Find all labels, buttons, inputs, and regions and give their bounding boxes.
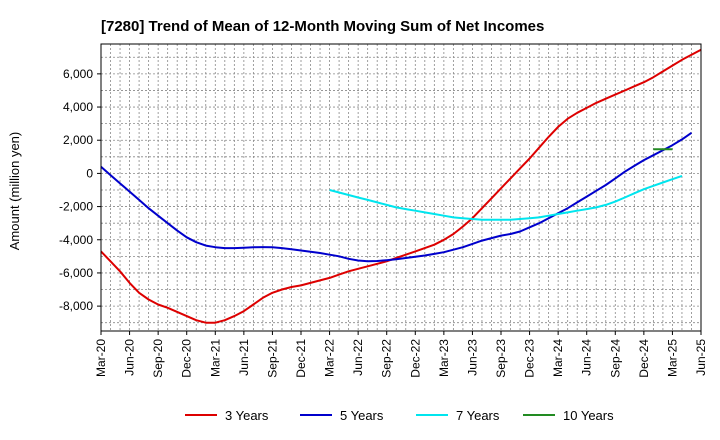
x-tick-label: Dec-23 [523,339,537,378]
x-tick-label: Sep-24 [608,339,622,378]
x-axis-ticks: Mar-20 Jun-20 Sep-20 Dec-20 Mar-21 Jun-21 Sep-… [94,331,708,378]
legend-label: 7 Years [456,408,500,423]
x-tick-label: Mar-24 [551,339,565,377]
x-tick-label: Jun-21 [237,339,251,376]
series-lines [100,48,702,324]
x-tick-label: Jun-22 [351,339,365,376]
x-tick-label: Mar-20 [94,339,108,377]
x-tick-label: Mar-23 [437,339,451,377]
y-axis-label: Amount (million yen) [7,132,22,251]
x-tick-label: Sep-22 [380,339,394,378]
grid [100,44,702,331]
y-axis-ticks: 6,000 4,000 2,000 0 -2,000 -4,000 -6,000 -8,000 [59,67,101,313]
y-tick-label: -6,000 [59,266,93,280]
y-tick-label: 2,000 [63,133,93,147]
series-line-3-years [100,48,702,324]
legend-label: 5 Years [340,408,384,423]
y-tick-label: -8,000 [59,299,93,313]
chart-title: [7280] Trend of Mean of 12-Month Moving … [101,18,544,35]
series-line-7-years [329,174,683,221]
legend-label: 3 Years [225,408,269,423]
legend: 3 Years 5 Years 7 Years 10 Years [185,408,614,423]
x-tick-label: Dec-21 [294,339,308,378]
series-line-5-years [100,131,693,263]
x-tick-label: Sep-21 [265,339,279,378]
y-tick-label: -4,000 [59,233,93,247]
x-tick-label: Dec-22 [408,339,422,378]
x-tick-label: Mar-22 [323,339,337,377]
y-tick-label: -2,000 [59,200,93,214]
x-tick-label: Jun-24 [580,339,594,376]
x-tick-label: Jun-25 [694,339,708,376]
y-tick-label: 0 [86,166,93,180]
x-tick-label: Sep-20 [151,339,165,378]
y-tick-label: 6,000 [63,67,93,81]
x-tick-label: Mar-21 [208,339,222,377]
x-tick-label: Sep-23 [494,339,508,378]
x-tick-label: Mar-25 [665,339,679,377]
x-tick-label: Jun-23 [465,339,479,376]
y-tick-label: 4,000 [63,100,93,114]
x-tick-label: Jun-20 [123,339,137,376]
x-tick-label: Dec-20 [180,339,194,378]
plot-frame [100,43,702,332]
x-tick-label: Dec-24 [637,339,651,378]
legend-label: 10 Years [563,408,614,423]
